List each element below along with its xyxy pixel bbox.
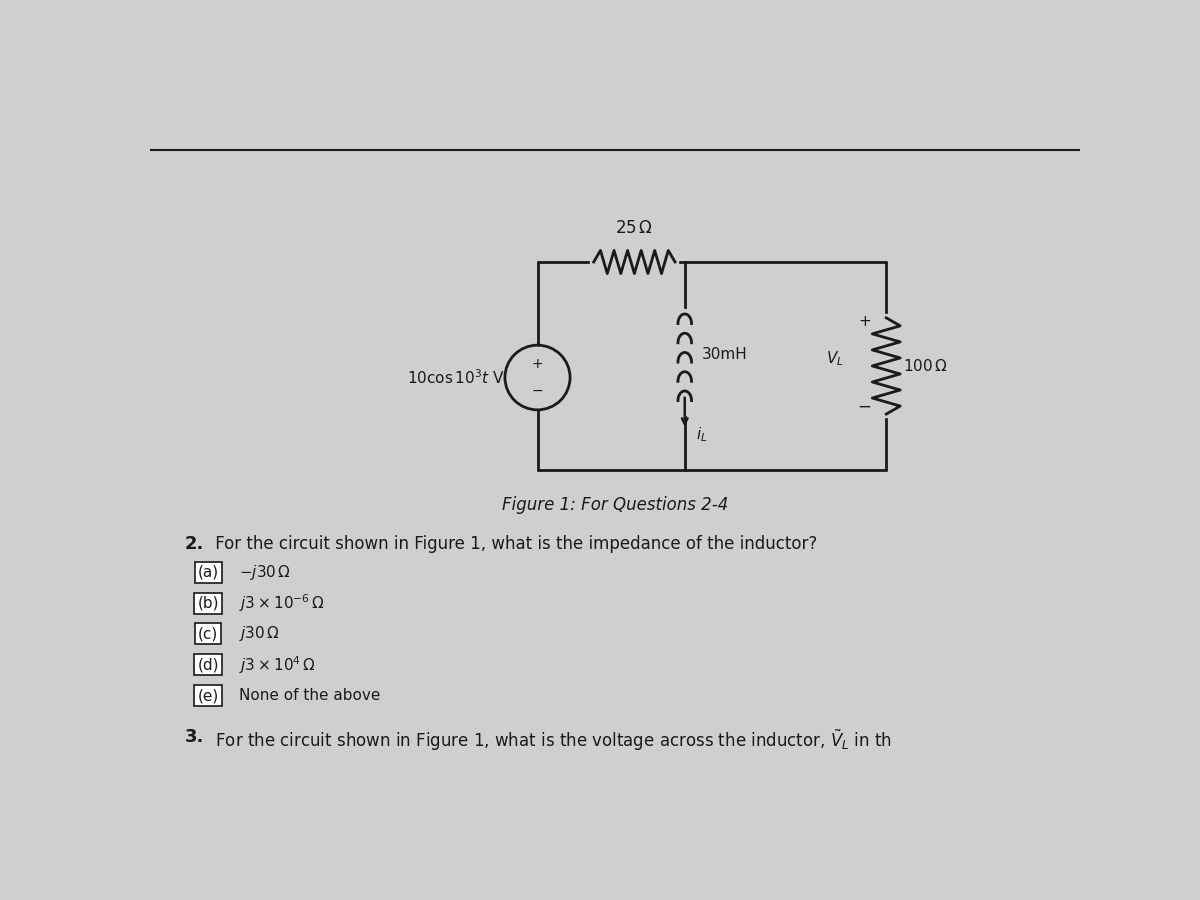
Text: $10\cos10^3t$ V: $10\cos10^3t$ V: [407, 368, 505, 387]
Text: None of the above: None of the above: [239, 688, 380, 703]
Text: +: +: [532, 357, 544, 372]
Text: $i_L$: $i_L$: [696, 426, 708, 445]
Text: 30mH: 30mH: [702, 346, 748, 362]
Text: (d): (d): [197, 657, 218, 672]
Text: 2.: 2.: [185, 536, 204, 554]
Text: (c): (c): [198, 626, 218, 642]
Text: $j30\,\Omega$: $j30\,\Omega$: [239, 625, 280, 643]
Text: For the circuit shown in Figure 1, what is the voltage across the inductor, $\ti: For the circuit shown in Figure 1, what …: [210, 728, 892, 753]
Text: $25\,\Omega$: $25\,\Omega$: [616, 220, 653, 238]
Text: −: −: [532, 383, 544, 398]
Text: $100\,\Omega$: $100\,\Omega$: [904, 358, 948, 374]
Text: Figure 1: For Questions 2-4: Figure 1: For Questions 2-4: [502, 496, 728, 514]
Text: (e): (e): [198, 688, 218, 703]
Text: +: +: [858, 314, 871, 329]
Text: (b): (b): [197, 596, 218, 610]
Text: For the circuit shown in Figure 1, what is the impedance of the inductor?: For the circuit shown in Figure 1, what …: [210, 536, 817, 554]
Text: $j3 \times 10^{-6}\,\Omega$: $j3 \times 10^{-6}\,\Omega$: [239, 592, 325, 614]
Text: −: −: [858, 398, 871, 416]
Text: (a): (a): [198, 565, 218, 580]
Text: $j3 \times 10^{4}\,\Omega$: $j3 \times 10^{4}\,\Omega$: [239, 654, 316, 676]
Text: $-j30\,\Omega$: $-j30\,\Omega$: [239, 562, 292, 581]
Text: 3.: 3.: [185, 728, 204, 746]
Text: $V_L$: $V_L$: [826, 349, 844, 367]
